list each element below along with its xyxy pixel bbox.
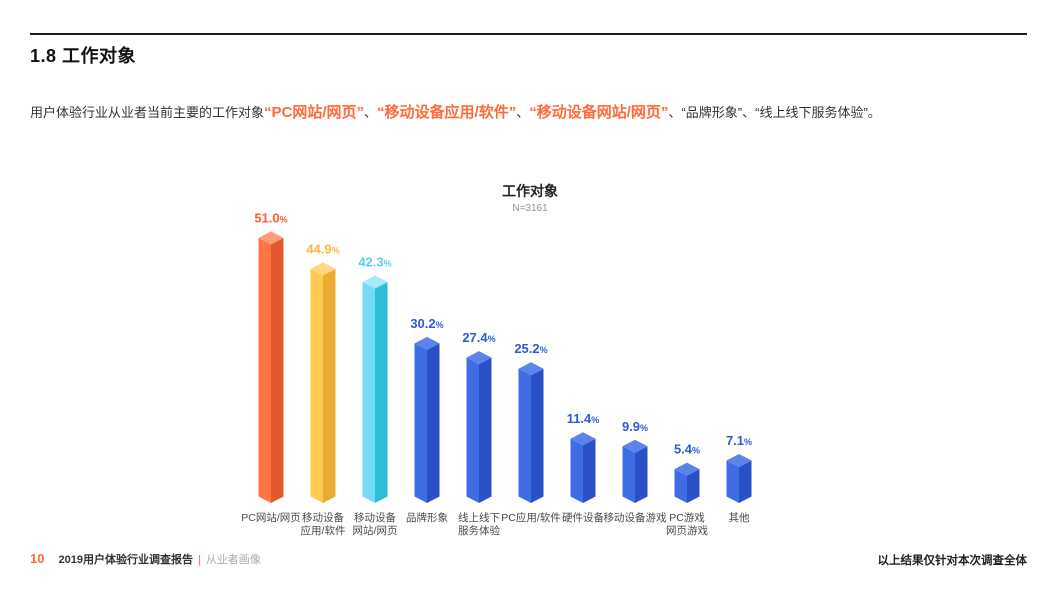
chart-bar-9: 7.1% 其他 <box>726 433 752 524</box>
bar-face-right <box>583 438 596 503</box>
bar-face-right <box>687 469 700 503</box>
bar-face-top <box>622 439 648 453</box>
page-title: 1.8 工作对象 <box>30 46 137 66</box>
bar-face-left <box>258 237 271 503</box>
bar-face-right <box>271 237 284 503</box>
bar-face-left <box>674 469 687 503</box>
intro-paragraph: 用户体验行业从业者当前主要的工作对象“PC网站/网页”、“移动设备应用/软件”、… <box>30 103 1030 123</box>
footer-left: 10 2019用户体验行业调查报告 | 从业者画像 <box>30 551 261 567</box>
bar-face-top <box>674 462 700 476</box>
chart-bar-5: 25.2% PC应用/软件 <box>501 341 561 524</box>
bar-face-right <box>739 460 752 503</box>
footer-section-name: 从业者画像 <box>205 554 261 566</box>
bar-category-label: 网站/网页 <box>353 524 398 537</box>
bar-category-label: 其他 <box>729 511 750 524</box>
bar-face-top <box>310 262 336 276</box>
chart-sample-size: N=3161 <box>512 203 548 214</box>
bar-face-top <box>726 454 752 468</box>
footer-separator: | <box>197 554 201 566</box>
bar-category-label: 应用/软件 <box>301 524 346 537</box>
bar-value-label: 30.2% <box>410 316 443 331</box>
bar-value-label: 5.4% <box>674 442 700 457</box>
intro-prefix: 用户体验行业从业者当前主要的工作对象 <box>30 105 265 120</box>
bar-value-label: 42.3% <box>358 255 391 270</box>
bar-value-label: 25.2% <box>514 341 547 356</box>
chart-bar-7: 9.9% 移动设备游戏 <box>604 419 667 524</box>
bar-category-label: 移动设备游戏 <box>604 511 667 524</box>
chart-bar-6: 11.4% 硬件设备 <box>562 411 604 524</box>
intro-separator: 、 <box>668 105 682 120</box>
intro-period: 。 <box>867 105 881 120</box>
chart-bar-3: 30.2% 品牌形象 <box>406 316 448 524</box>
bar-category-label: 网页游戏 <box>666 524 708 537</box>
bar-face-left <box>466 357 479 503</box>
bar-face-left <box>310 268 323 503</box>
chart-title: 工作对象 <box>502 183 558 199</box>
bar-face-top <box>466 351 492 365</box>
bar-category-label: 品牌形象 <box>406 511 448 524</box>
footer-note: 以上结果仅针对本次调查全体 <box>877 555 1028 567</box>
bar-face-top <box>570 432 596 446</box>
bar-face-right <box>531 368 544 503</box>
bar-value-label: 11.4% <box>567 411 600 426</box>
bar-category-label: 移动设备 <box>302 511 344 524</box>
bar-category-label: 移动设备 <box>354 511 396 524</box>
bar-value-label: 27.4% <box>462 330 495 345</box>
bar-face-top <box>362 275 388 289</box>
chart-bar-0: 51.0% PC网站/网页 <box>241 210 301 524</box>
bar-face-right <box>479 357 492 503</box>
bar-face-left <box>518 368 531 503</box>
chart-bar-4: 27.4% 线上线下服务体验 <box>458 330 500 537</box>
footer-report-title: 2019用户体验行业调查报告 <box>58 554 193 566</box>
bar-chart-canvas: 51.0% PC网站/网页 44.9% 移动设备应用/软件 42.3% 移动设备网站/网页… <box>241 210 752 537</box>
bar-face-left <box>622 446 635 503</box>
intro-plain-2: “线上线下服务体验” <box>755 105 868 120</box>
bar-face-right <box>635 446 648 503</box>
bar-category-label: 硬件设备 <box>562 511 604 524</box>
chart-bar-2: 42.3% 移动设备网站/网页 <box>353 255 398 537</box>
bar-face-left <box>362 282 375 503</box>
bar-value-label: 9.9% <box>622 419 648 434</box>
bar-chart: 51.0% PC网站/网页 44.9% 移动设备 应用/软件 42.3% 移动设备 网站/网页… <box>230 200 830 555</box>
bar-face-left <box>414 343 427 503</box>
bar-value-label: 51.0% <box>254 210 287 225</box>
bar-face-top <box>258 231 284 245</box>
bar-face-top <box>518 362 544 376</box>
page-number: 10 <box>30 551 45 566</box>
bar-category-label: 线上线下 <box>458 511 500 524</box>
bar-face-right <box>375 282 388 503</box>
bar-face-left <box>726 460 739 503</box>
intro-separator: 、 <box>516 105 530 120</box>
chart-bar-1: 44.9% 移动设备应用/软件 <box>301 241 346 537</box>
intro-highlight-1: “PC网站/网页” <box>264 104 365 121</box>
bar-category-label: PC网站/网页 <box>241 511 301 524</box>
bar-value-label: 7.1% <box>726 433 752 448</box>
bar-face-right <box>427 343 440 503</box>
intro-separator: 、 <box>364 105 378 120</box>
bar-category-label: PC应用/软件 <box>501 511 561 524</box>
intro-plain-1: “品牌形象” <box>681 105 743 120</box>
bar-category-label: 服务体验 <box>458 524 500 537</box>
bar-face-right <box>323 268 336 503</box>
bar-value-label: 44.9% <box>306 241 339 256</box>
intro-separator: 、 <box>742 105 756 120</box>
bar-face-top <box>414 336 440 350</box>
bar-face-left <box>570 438 583 503</box>
intro-highlight-3: “移动设备网站/网页” <box>529 104 669 121</box>
intro-highlight-2: “移动设备应用/软件” <box>377 104 517 121</box>
bar-category-label: PC游戏 <box>669 511 705 524</box>
header-divider <box>30 33 1027 35</box>
